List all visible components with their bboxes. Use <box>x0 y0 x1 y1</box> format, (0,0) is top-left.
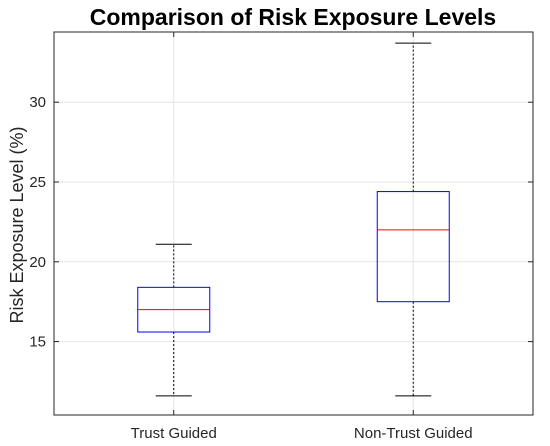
x-axis-ticks: Trust Guided Non-Trust Guided <box>131 32 473 442</box>
iqr-box <box>376 191 450 303</box>
box-group <box>137 243 211 397</box>
y-tick-label: 15 <box>29 334 46 351</box>
y-tick-label: 20 <box>29 254 46 271</box>
x-tick-label: Trust Guided <box>131 425 217 442</box>
x-tick-label: Non-Trust Guided <box>354 425 473 442</box>
y-tick-label: 25 <box>29 174 46 191</box>
chart-title: Comparison of Risk Exposure Levels <box>90 4 496 30</box>
grid-lines <box>54 32 533 415</box>
y-axis-label: Risk Exposure Level (%) <box>7 126 27 323</box>
box-series <box>137 42 450 397</box>
box-group <box>376 42 450 397</box>
y-tick-label: 30 <box>29 94 46 111</box>
y-axis-ticks: 15 20 25 30 <box>29 94 533 351</box>
plot-area-frame <box>53 31 534 416</box>
